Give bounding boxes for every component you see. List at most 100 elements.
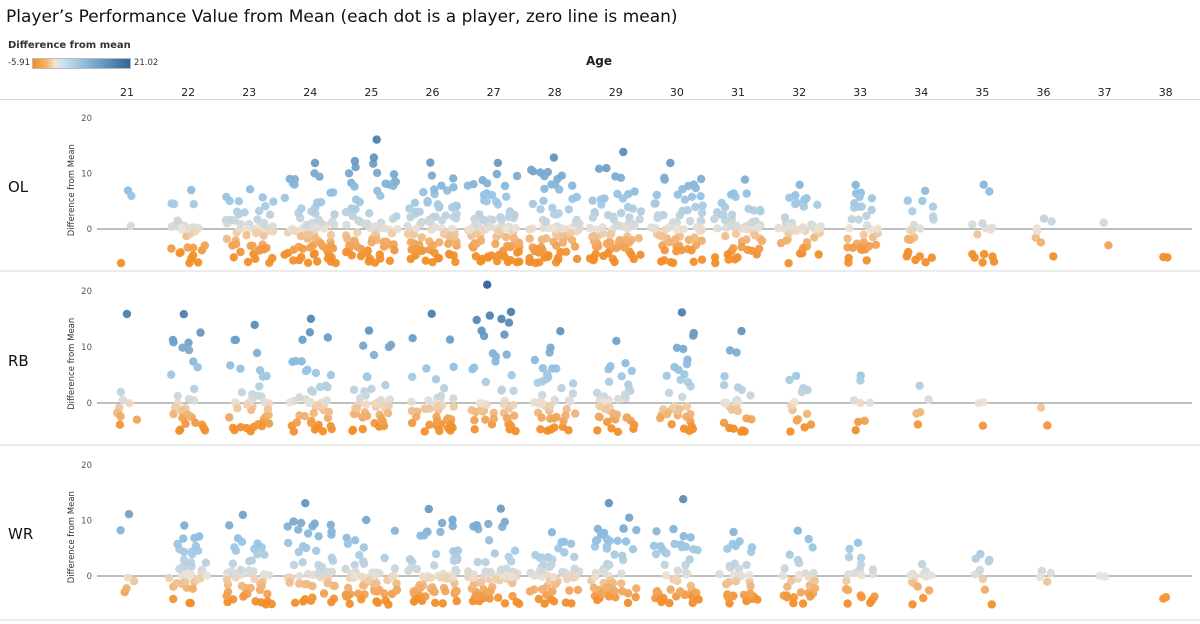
player-dot	[548, 364, 557, 373]
player-dot	[509, 401, 518, 410]
player-dot	[167, 370, 176, 379]
player-dot	[792, 226, 801, 235]
player-dot	[472, 521, 482, 530]
player-dot	[326, 257, 336, 266]
player-dot	[619, 524, 628, 533]
player-dot	[785, 550, 794, 559]
player-dot	[503, 241, 512, 251]
player-dot	[530, 355, 539, 365]
player-dot	[444, 239, 453, 248]
player-dot	[426, 573, 436, 582]
player-dot	[470, 425, 479, 434]
player-dot	[802, 409, 812, 419]
player-dot	[917, 560, 927, 569]
player-dot	[720, 372, 729, 381]
player-dot	[737, 242, 746, 252]
player-dot	[483, 252, 493, 261]
player-dot	[649, 541, 659, 550]
player-dot	[814, 250, 823, 259]
player-dot	[259, 245, 268, 254]
player-dot	[729, 244, 738, 253]
player-dot	[546, 402, 555, 411]
player-dot	[566, 539, 576, 548]
player-dot	[233, 404, 242, 413]
player-dot	[666, 258, 676, 267]
player-dot	[385, 395, 395, 404]
player-dot	[344, 169, 354, 178]
player-dot	[449, 362, 458, 372]
legend-max-label: 21.02	[134, 58, 159, 68]
player-dot	[602, 583, 611, 592]
y-tick-label: 10	[81, 517, 92, 527]
player-dot	[856, 398, 865, 408]
player-dot	[428, 241, 438, 250]
player-dot	[844, 570, 853, 579]
player-dot	[251, 597, 260, 606]
player-dot	[564, 205, 573, 214]
player-dot	[257, 422, 266, 431]
player-dot	[536, 205, 545, 214]
player-dot	[323, 333, 332, 342]
player-dot	[258, 193, 267, 202]
player-dot	[440, 573, 449, 582]
player-dot	[661, 571, 671, 580]
player-dot	[260, 550, 269, 559]
player-dot	[419, 188, 428, 197]
player-dot	[664, 388, 674, 398]
player-dot	[612, 336, 621, 346]
y-tick-label: 20	[81, 114, 92, 124]
player-dot	[450, 556, 459, 565]
player-dot	[721, 232, 730, 241]
player-dot	[558, 238, 567, 247]
player-dot	[739, 590, 749, 600]
player-dot	[928, 202, 938, 211]
player-dot	[232, 240, 241, 249]
player-dot	[309, 409, 318, 418]
player-dot	[409, 597, 419, 606]
player-dot	[481, 558, 490, 567]
player-dot	[363, 246, 372, 256]
player-dot	[199, 423, 208, 433]
player-dot	[183, 571, 192, 580]
player-dot	[687, 246, 696, 255]
player-dot	[659, 210, 668, 220]
player-dot	[234, 197, 243, 206]
player-dot	[539, 560, 548, 569]
player-dot	[660, 560, 669, 569]
player-dot	[357, 595, 366, 604]
player-dot	[191, 418, 200, 427]
player-dot	[313, 257, 322, 266]
y-tick-label: 0	[87, 572, 92, 582]
player-dot	[697, 208, 707, 218]
player-dot	[985, 187, 994, 196]
player-dot	[263, 597, 272, 606]
player-dot	[392, 585, 402, 594]
player-dot	[304, 398, 314, 408]
player-dot	[628, 545, 638, 554]
player-dot	[511, 223, 520, 233]
player-dot	[871, 240, 881, 249]
y-axis-title: Difference from Mean	[67, 318, 77, 410]
player-dot	[444, 424, 453, 433]
player-dot	[903, 250, 912, 259]
player-dot	[341, 590, 350, 599]
player-dot	[351, 403, 360, 413]
player-dot	[679, 344, 688, 354]
player-dot	[652, 527, 661, 536]
player-dot	[125, 399, 134, 408]
player-dot	[426, 158, 435, 167]
player-dot	[916, 408, 925, 417]
player-dot	[687, 422, 696, 431]
player-dot	[810, 584, 820, 593]
player-dot	[239, 592, 248, 601]
player-dot	[597, 589, 607, 599]
player-dot	[620, 243, 629, 252]
player-dot	[546, 343, 555, 352]
player-dot	[424, 396, 433, 405]
player-dot	[168, 335, 178, 345]
player-dot	[116, 412, 125, 421]
player-dot	[870, 592, 879, 601]
player-dot	[561, 411, 570, 420]
y-tick-label: 10	[81, 343, 92, 353]
player-dot	[435, 202, 444, 211]
